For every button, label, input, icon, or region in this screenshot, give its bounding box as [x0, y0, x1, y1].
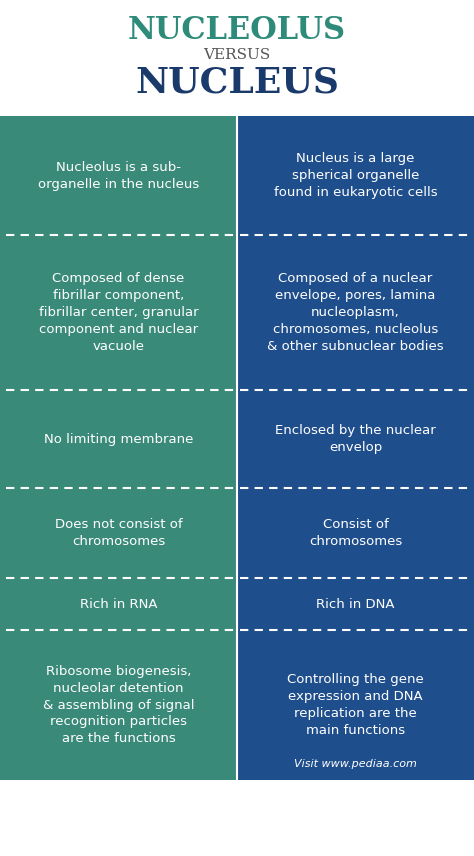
Bar: [237, 116, 474, 235]
Bar: [0, 488, 237, 578]
Text: NUCLEUS: NUCLEUS: [135, 65, 339, 99]
Bar: [0, 390, 237, 488]
Bar: [237, 630, 474, 780]
Bar: [0, 235, 237, 390]
Bar: [237, 235, 474, 390]
Text: Consist of
chromosomes: Consist of chromosomes: [309, 518, 402, 548]
Bar: [237, 578, 474, 630]
Bar: [0, 578, 237, 630]
Bar: [0, 116, 237, 235]
Text: NUCLEOLUS: NUCLEOLUS: [128, 15, 346, 45]
Text: Rich in DNA: Rich in DNA: [316, 597, 395, 610]
Text: Does not consist of
chromosomes: Does not consist of chromosomes: [55, 518, 182, 548]
Text: Composed of dense
fibrillar component,
fibrillar center, granular
component and : Composed of dense fibrillar component, f…: [39, 272, 198, 353]
Text: Rich in RNA: Rich in RNA: [80, 597, 157, 610]
Bar: [237, 390, 474, 488]
Text: Nucleolus is a sub-
organelle in the nucleus: Nucleolus is a sub- organelle in the nuc…: [38, 161, 199, 191]
Text: Visit www.pediaa.com: Visit www.pediaa.com: [294, 759, 417, 769]
Text: Enclosed by the nuclear
envelop: Enclosed by the nuclear envelop: [275, 424, 436, 454]
Text: Ribosome biogenesis,
nucleolar detention
& assembling of signal
recognition part: Ribosome biogenesis, nucleolar detention…: [43, 664, 194, 746]
Text: No limiting membrane: No limiting membrane: [44, 432, 193, 445]
Text: Controlling the gene
expression and DNA
replication are the
main functions: Controlling the gene expression and DNA …: [287, 673, 424, 737]
Text: Composed of a nuclear
envelope, pores, lamina
nucleoplasm,
chromosomes, nucleolu: Composed of a nuclear envelope, pores, l…: [267, 272, 444, 353]
Bar: [237, 488, 474, 578]
Text: Nucleus is a large
spherical organelle
found in eukaryotic cells: Nucleus is a large spherical organelle f…: [273, 152, 438, 199]
Text: VERSUS: VERSUS: [203, 48, 271, 62]
Bar: [0, 630, 237, 780]
